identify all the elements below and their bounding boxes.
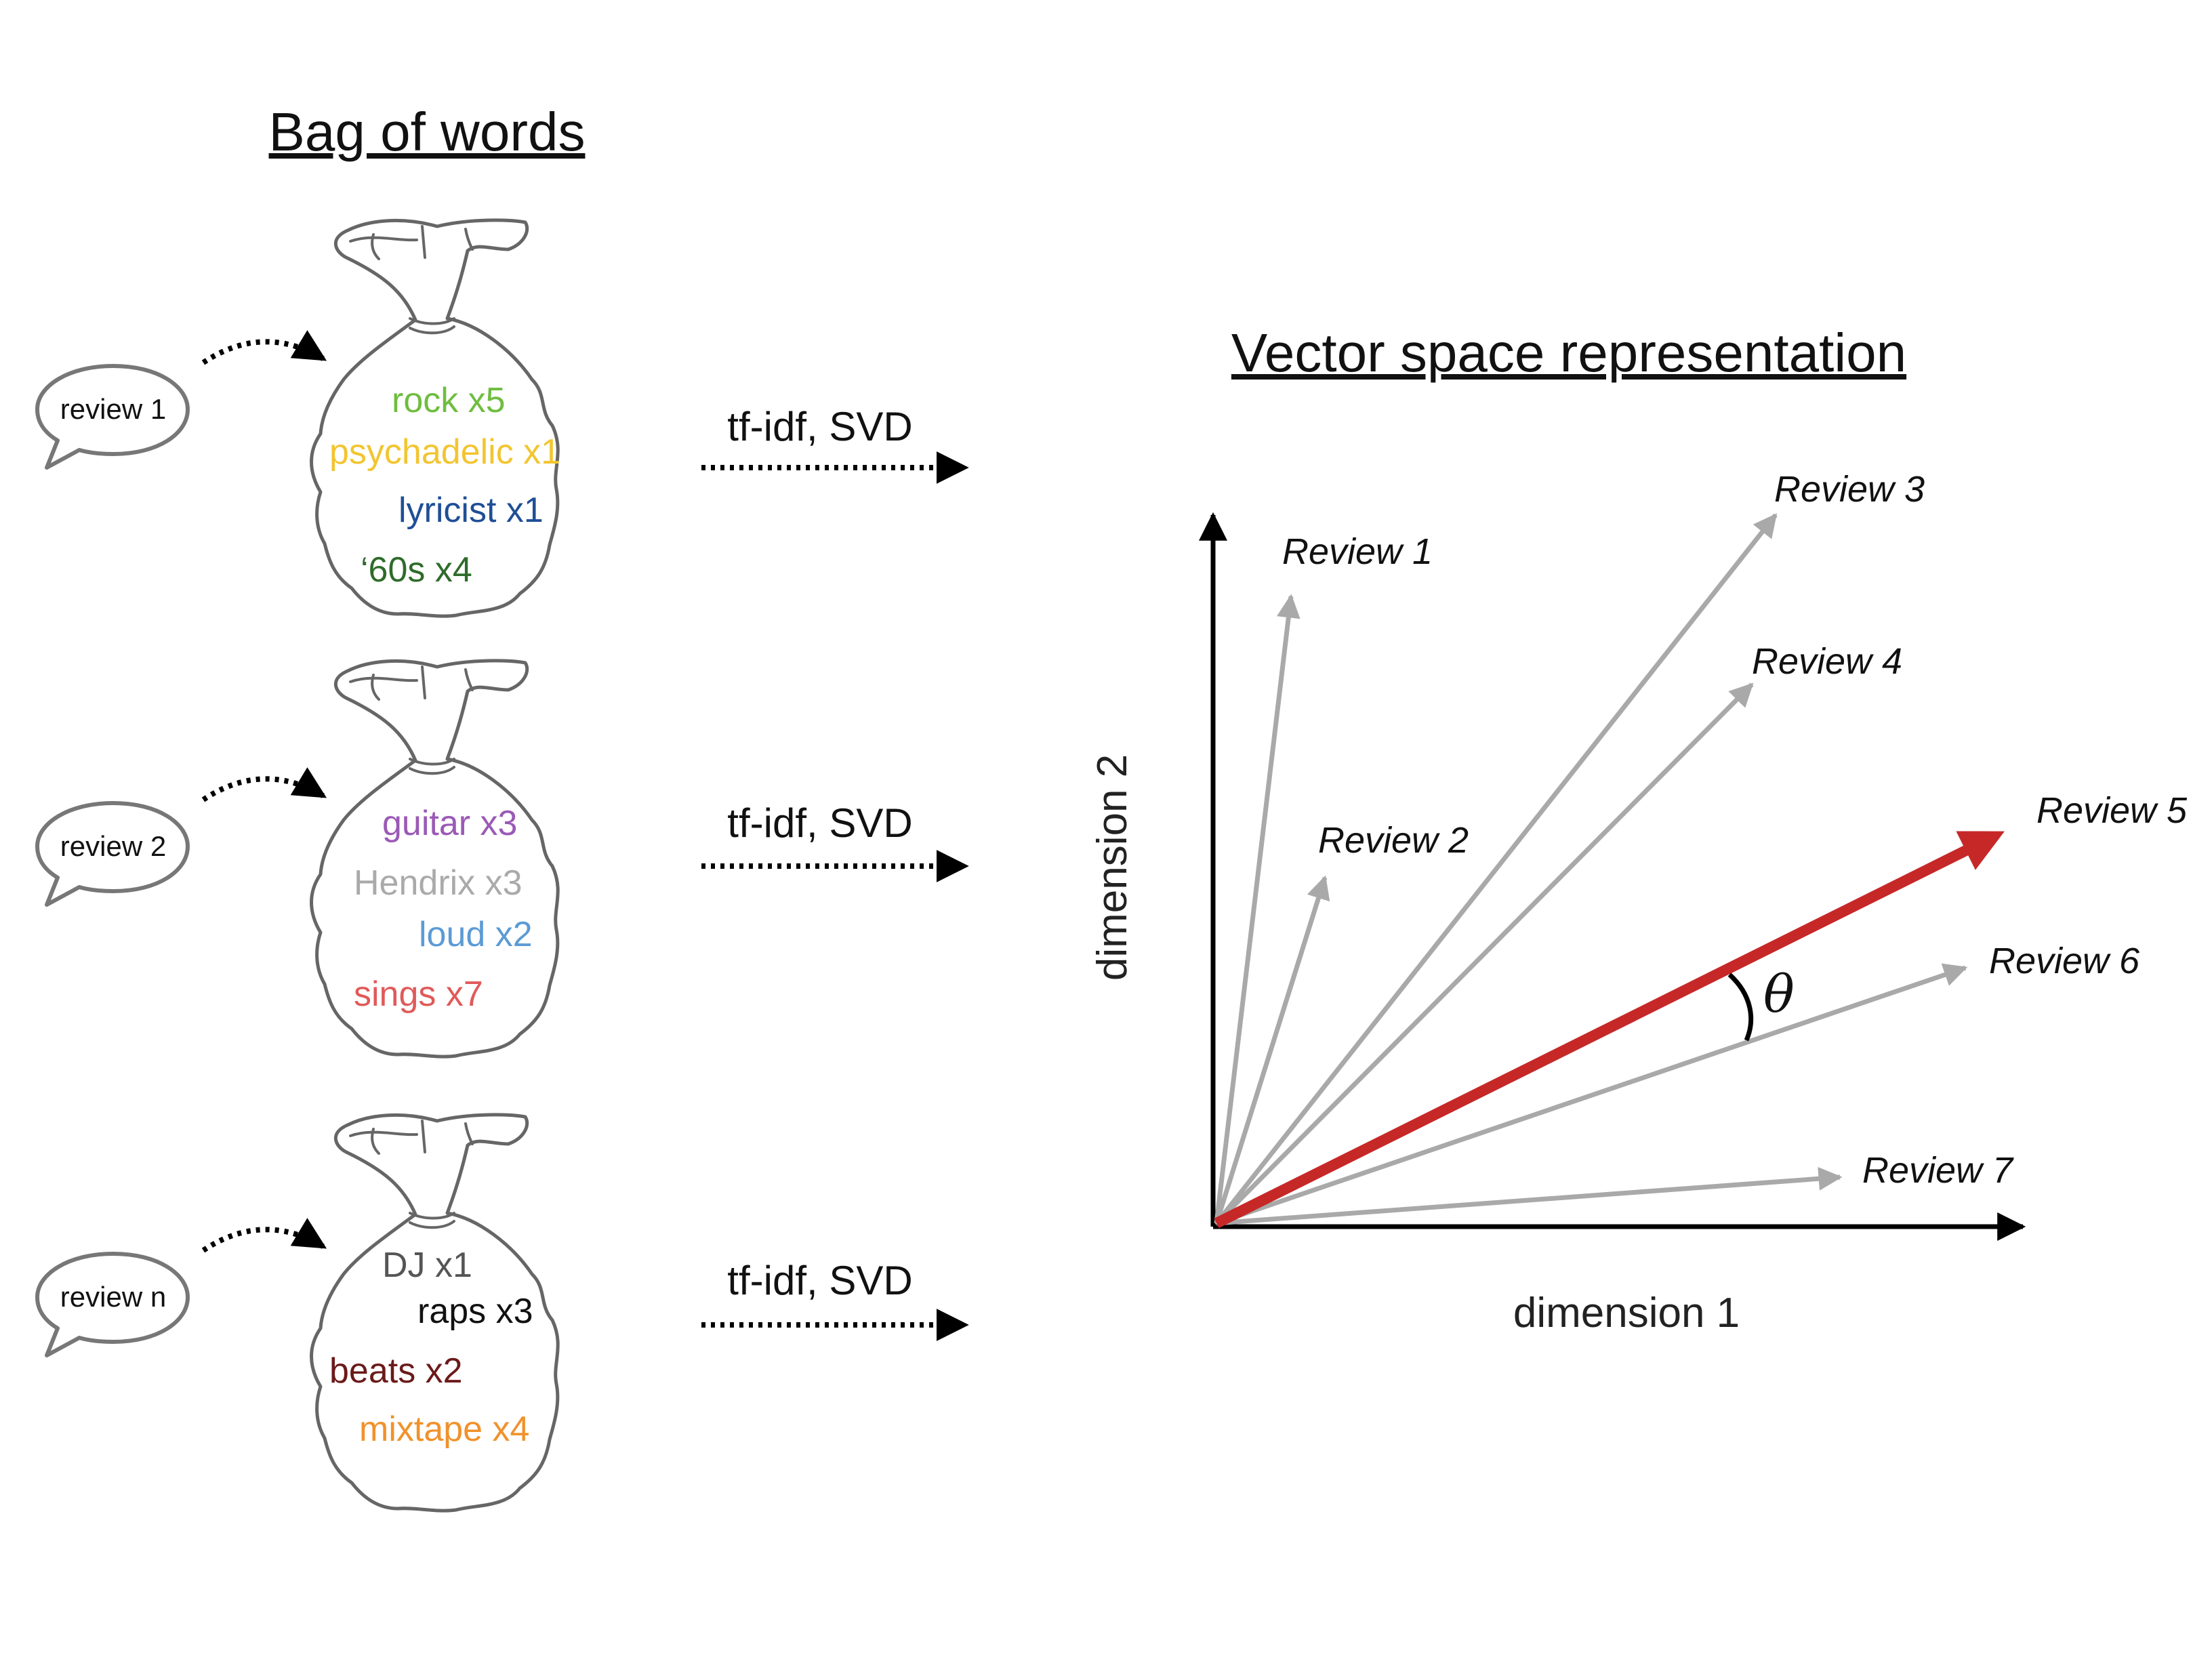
review-6-vector bbox=[1215, 963, 1968, 1226]
speech-bubble: review 1 bbox=[37, 366, 188, 468]
bag-word: sings x7 bbox=[354, 975, 483, 1014]
review-5-label: Review 5 bbox=[2036, 790, 2188, 831]
y-axis-label: dimension 2 bbox=[1089, 754, 1136, 981]
review-4-label: Review 4 bbox=[1752, 641, 1902, 682]
process-label: tf-idf, SVD bbox=[727, 404, 912, 449]
speech-bubble: review 2 bbox=[37, 803, 188, 905]
dotted-curved-arrow bbox=[201, 330, 327, 365]
vector-space-heading: Vector space representation bbox=[1231, 323, 1906, 383]
review-row-2: review 2 guitar x3 Hendrix x3 loud x2 si… bbox=[37, 661, 969, 1057]
review-1-label: Review 1 bbox=[1282, 531, 1433, 572]
review-2-label: Review 2 bbox=[1318, 820, 1469, 861]
bag-word: ‘60s x4 bbox=[361, 550, 472, 590]
review-2-vector bbox=[1214, 875, 1330, 1225]
review-6-label: Review 6 bbox=[1989, 941, 2140, 981]
bag-word: loud x2 bbox=[419, 915, 533, 954]
bag-word: raps x3 bbox=[417, 1292, 533, 1331]
bag-word: DJ x1 bbox=[382, 1246, 472, 1285]
bag-word: guitar x3 bbox=[382, 804, 517, 843]
bag-word: beats x2 bbox=[329, 1351, 463, 1391]
bag-word: mixtape x4 bbox=[359, 1410, 529, 1449]
review-row-n: review n DJ x1 raps x3 beats x2 mixtape … bbox=[37, 1115, 969, 1511]
bag-of-words-heading: Bag of words bbox=[269, 102, 586, 162]
review-4-vector bbox=[1214, 682, 1754, 1225]
angle-arc bbox=[1727, 972, 1754, 1042]
angle-theta-label: θ bbox=[1763, 964, 1795, 1024]
review-row-1: review 1 rock x5 psychadelic x1 lyricist… bbox=[37, 220, 969, 616]
review-1-vector bbox=[1214, 594, 1300, 1224]
bag-word: rock x5 bbox=[392, 381, 506, 420]
bag-word: Hendrix x3 bbox=[354, 863, 523, 903]
vector-space-plot: dimension 1 dimension 2 θ Review 1 Revie… bbox=[1089, 469, 2188, 1336]
bubble-label: review 2 bbox=[60, 830, 166, 862]
process-label: tf-idf, SVD bbox=[727, 800, 912, 846]
bubble-label: review n bbox=[60, 1281, 166, 1313]
bag-word: lyricist x1 bbox=[398, 491, 544, 530]
x-axis-label: dimension 1 bbox=[1513, 1290, 1740, 1336]
dotted-curved-arrow bbox=[201, 767, 327, 802]
review-7-label: Review 7 bbox=[1862, 1150, 2014, 1191]
process-label: tf-idf, SVD bbox=[727, 1258, 912, 1303]
speech-bubble: review n bbox=[37, 1254, 188, 1355]
bubble-label: review 1 bbox=[60, 393, 166, 425]
review-3-vector bbox=[1214, 513, 1778, 1225]
bag-word: psychadelic x1 bbox=[329, 432, 560, 472]
review-7-vector bbox=[1216, 1166, 1843, 1226]
dotted-curved-arrow bbox=[201, 1218, 327, 1253]
review-5-vector bbox=[1214, 831, 2005, 1229]
review-3-label: Review 3 bbox=[1774, 469, 1925, 510]
